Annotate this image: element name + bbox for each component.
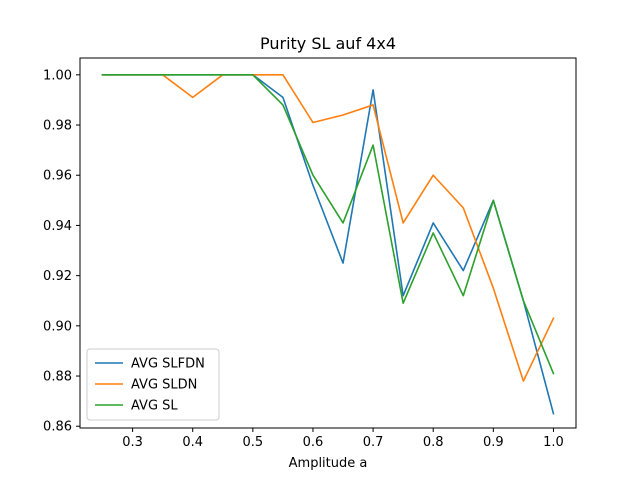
y-tick-label: 0.92 [43,269,72,284]
x-axis-label: Amplitude a [289,456,368,471]
y-axis: 0.86 0.88 0.90 0.92 0.94 0.96 0.98 1.00 [43,68,80,435]
y-tick-label: 1.00 [43,68,72,83]
x-tick-label: 0.9 [483,435,504,450]
x-tick-label: 0.3 [122,435,143,450]
x-axis: 0.3 0.4 0.5 0.6 0.7 0.8 0.9 1.0 [122,428,564,450]
x-tick-label: 0.8 [423,435,444,450]
series-line-3 [101,74,555,375]
legend: AVG SLFDN AVG SLDN AVG SL [86,348,220,421]
y-tick-label: 0.98 [43,119,72,134]
y-tick-label: 0.94 [43,219,72,234]
y-tick-label: 0.86 [43,420,72,435]
chart-title: Purity SL auf 4x4 [260,34,396,53]
x-tick-label: 0.4 [182,435,203,450]
legend-label: AVG SL [131,399,178,414]
legend-label: AVG SLDN [131,378,197,393]
y-tick-label: 0.96 [43,169,72,184]
series-line-2 [101,74,555,382]
x-tick-label: 0.6 [303,435,324,450]
y-tick-label: 0.88 [43,370,72,385]
y-tick-label: 0.90 [43,319,72,334]
plot-area [101,74,555,415]
legend-label: AVG SLFDN [131,357,205,372]
x-tick-label: 0.7 [363,435,384,450]
x-tick-label: 1.0 [543,435,564,450]
plot-frame [79,57,577,429]
x-tick-label: 0.5 [243,435,264,450]
legend-box [86,348,220,421]
